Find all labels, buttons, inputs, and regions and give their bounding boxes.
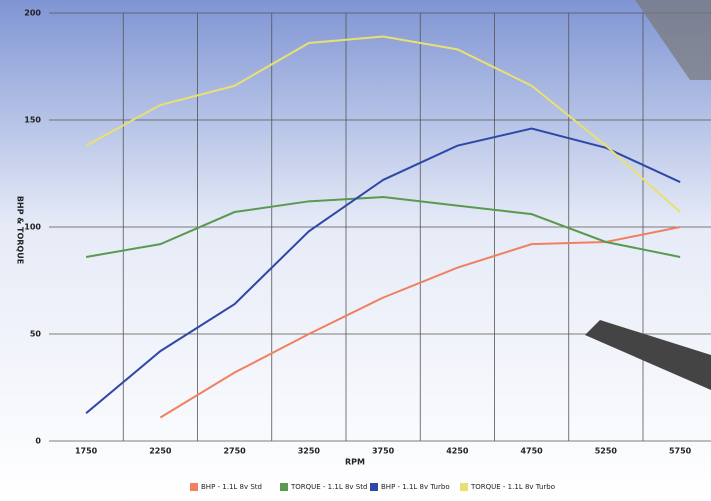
x-tick-label: 1750: [75, 447, 98, 456]
x-tick-label: 2750: [223, 447, 246, 456]
y-tick-label: 100: [24, 223, 41, 232]
x-tick-label: 5750: [669, 447, 692, 456]
background: [0, 0, 711, 501]
x-tick-label: 4750: [520, 447, 543, 456]
legend-label: BHP - 1.1L 8v Std: [201, 483, 262, 491]
legend-label: TORQUE - 1.1L 8v Turbo: [470, 483, 555, 491]
x-tick-label: 5250: [595, 447, 618, 456]
chart: RPM BHP & TORQUE 0 50 100 150 200 1750 2250 275…: [0, 0, 711, 501]
y-tick-label: 150: [24, 116, 41, 125]
x-tick-label: 4250: [446, 447, 469, 456]
legend-swatch: [370, 483, 378, 491]
legend-swatch: [280, 483, 288, 491]
x-tick-label: 3750: [372, 447, 395, 456]
x-axis-label: RPM: [345, 458, 365, 467]
legend-label: BHP - 1.1L 8v Turbo: [381, 483, 450, 491]
y-axis-label: BHP & TORQUE: [16, 196, 25, 264]
legend-swatch: [190, 483, 198, 491]
x-tick-label: 2250: [149, 447, 172, 456]
legend-swatch: [460, 483, 468, 491]
legend-label: TORQUE - 1.1L 8v Std: [290, 483, 367, 491]
legend: BHP - 1.1L 8v Std TORQUE - 1.1L 8v Std BHP…: [190, 483, 555, 491]
y-tick-label: 200: [24, 9, 41, 18]
y-tick-label: 50: [30, 330, 42, 339]
x-tick-label: 3250: [298, 447, 321, 456]
y-tick-label: 0: [35, 437, 41, 446]
